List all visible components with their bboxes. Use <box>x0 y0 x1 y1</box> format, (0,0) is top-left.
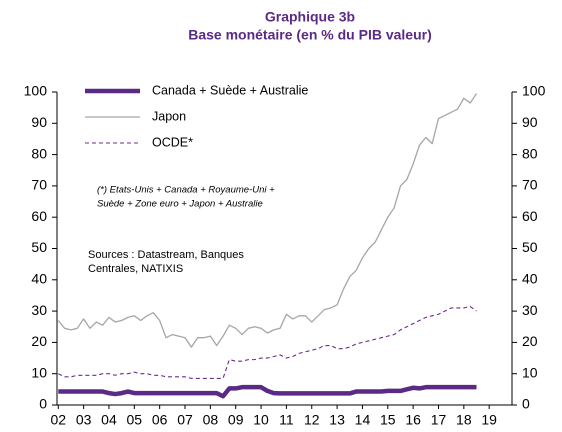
x-tick-label: 19 <box>481 412 497 428</box>
y-tick-label: 30 <box>31 302 47 318</box>
y-tick-label: 10 <box>31 364 47 380</box>
x-tick-label: 16 <box>405 412 421 428</box>
x-tick-label: 17 <box>431 412 447 428</box>
y2-tick-label: 50 <box>522 239 538 255</box>
y2-tick-label: 40 <box>522 271 538 287</box>
series-line <box>57 93 478 348</box>
series-line <box>58 384 477 399</box>
y2-tick-label: 0 <box>522 396 530 412</box>
y-tick-label: 0 <box>39 396 47 412</box>
x-tick-label: 02 <box>50 412 66 428</box>
x-tick-label: 15 <box>380 412 396 428</box>
y-tick-label: 80 <box>31 145 47 161</box>
y-tick-label: 20 <box>31 333 47 349</box>
footnote: Suède + Zone euro + Japon + Australie <box>97 199 263 210</box>
x-tick-label: 18 <box>456 412 472 428</box>
sources: Sources : Datastream, Banques <box>88 249 244 261</box>
y2-tick-label: 70 <box>522 177 538 193</box>
x-tick-label: 06 <box>152 412 168 428</box>
x-tick-label: 07 <box>177 412 193 428</box>
legend-label: Canada + Suède + Australie <box>152 83 308 97</box>
y-tick-label: 70 <box>31 177 47 193</box>
legend-label: OCDE* <box>152 135 193 149</box>
y2-tick-label: 30 <box>522 302 538 318</box>
series-line <box>58 305 477 379</box>
y2-tick-label: 10 <box>522 364 538 380</box>
y-tick-label: 50 <box>31 239 47 255</box>
x-tick-label: 09 <box>228 412 244 428</box>
x-tick-label: 14 <box>355 412 371 428</box>
legend-label: Japon <box>152 109 186 123</box>
y2-tick-label: 80 <box>522 145 538 161</box>
x-tick-label: 13 <box>329 412 345 428</box>
x-tick-label: 12 <box>304 412 320 428</box>
y-tick-label: 40 <box>31 271 47 287</box>
x-tick-label: 03 <box>76 412 92 428</box>
x-tick-label: 08 <box>203 412 219 428</box>
x-tick-label: 11 <box>279 412 294 428</box>
footnote: (*) Etats-Unis + Canada + Royaume-Uni + <box>97 185 275 196</box>
y-tick-label: 100 <box>24 83 48 99</box>
y2-tick-label: 100 <box>522 83 546 99</box>
x-tick-label: 04 <box>101 412 117 428</box>
x-tick-label: 10 <box>253 412 269 428</box>
chart-subtitle: Base monétaire (en % du PIB valeur) <box>188 27 432 43</box>
chart-title: Graphique 3b <box>265 9 355 25</box>
y2-tick-label: 60 <box>522 208 538 224</box>
y2-tick-label: 90 <box>522 114 538 130</box>
y2-tick-label: 20 <box>522 333 538 349</box>
sources: Centrales, NATIXIS <box>88 263 183 275</box>
y-tick-label: 90 <box>31 114 47 130</box>
x-tick-label: 05 <box>127 412 143 428</box>
y-tick-label: 60 <box>31 208 47 224</box>
